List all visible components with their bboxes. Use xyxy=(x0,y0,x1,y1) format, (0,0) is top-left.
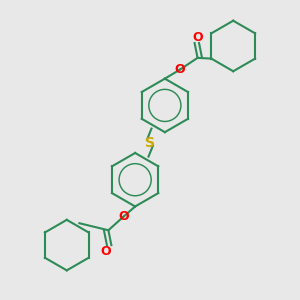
Text: O: O xyxy=(192,31,203,44)
Text: O: O xyxy=(100,244,111,258)
Text: S: S xyxy=(145,136,155,150)
Text: O: O xyxy=(174,63,185,76)
Text: O: O xyxy=(118,210,129,224)
